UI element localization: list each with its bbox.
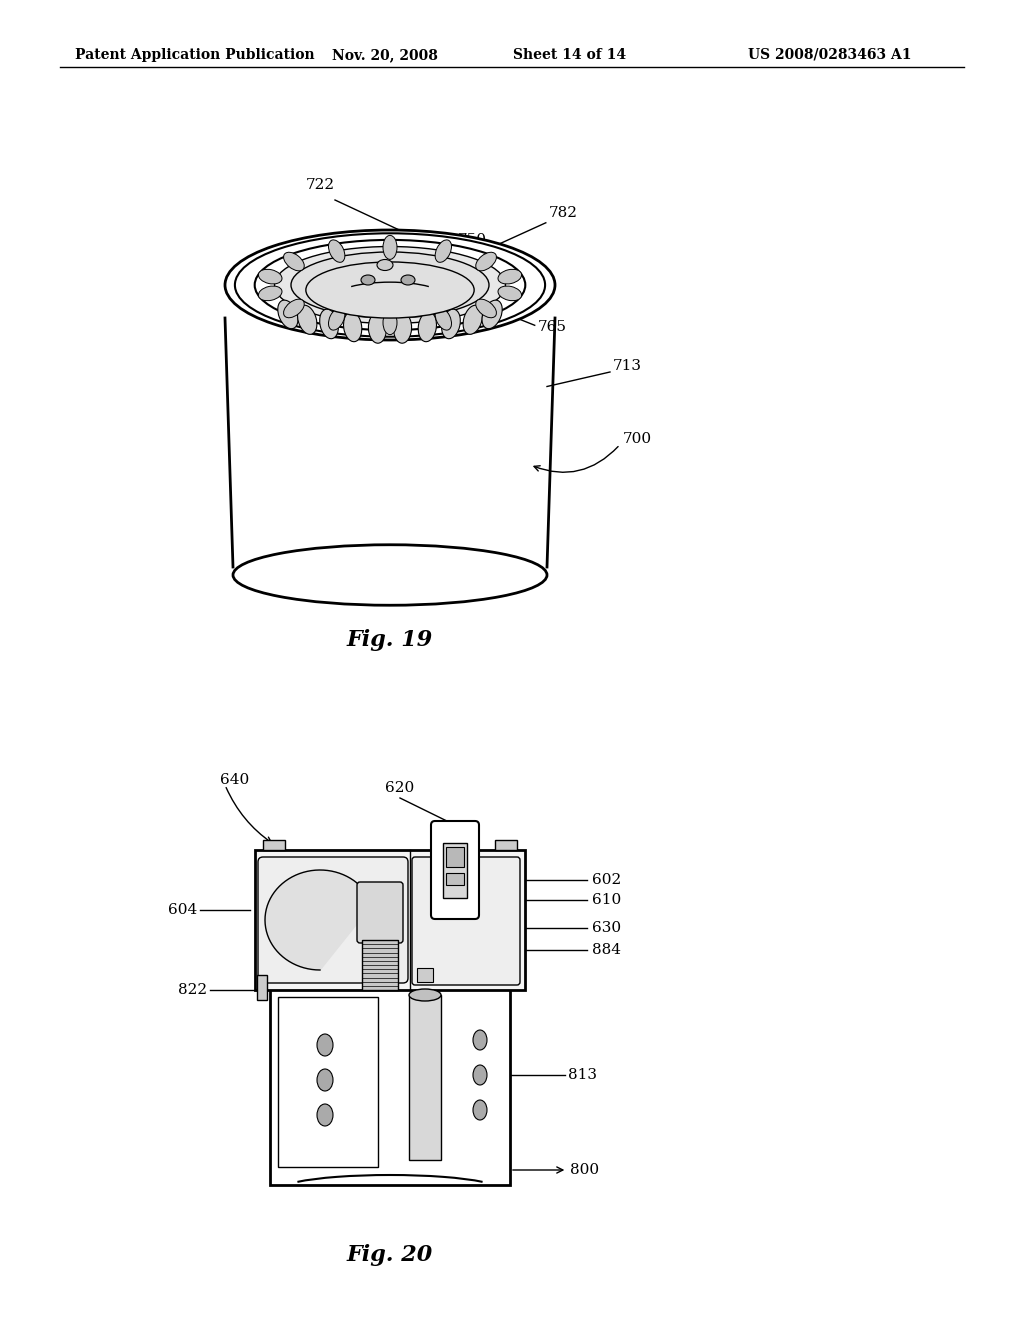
Ellipse shape xyxy=(401,275,415,285)
Ellipse shape xyxy=(317,1069,333,1092)
FancyBboxPatch shape xyxy=(278,997,378,1167)
Text: 700: 700 xyxy=(623,432,652,446)
Ellipse shape xyxy=(418,312,436,342)
Text: Fig. 20: Fig. 20 xyxy=(347,1243,433,1266)
Ellipse shape xyxy=(284,252,304,271)
Text: 630: 630 xyxy=(592,921,622,935)
Ellipse shape xyxy=(476,300,497,318)
Text: Patent Application Publication: Patent Application Publication xyxy=(75,48,314,62)
Text: 800: 800 xyxy=(513,1163,599,1177)
Ellipse shape xyxy=(329,240,345,263)
Text: 620: 620 xyxy=(385,781,415,795)
Text: Nov. 20, 2008: Nov. 20, 2008 xyxy=(332,48,438,62)
FancyBboxPatch shape xyxy=(431,821,479,919)
Ellipse shape xyxy=(498,286,521,301)
Ellipse shape xyxy=(319,309,338,339)
Text: 815: 815 xyxy=(346,1008,375,1022)
Ellipse shape xyxy=(409,989,441,1001)
Text: 765: 765 xyxy=(538,321,566,334)
Ellipse shape xyxy=(369,313,386,343)
Ellipse shape xyxy=(473,1065,487,1085)
Text: 604: 604 xyxy=(168,903,197,917)
Text: 884: 884 xyxy=(592,942,621,957)
Text: 722: 722 xyxy=(305,178,335,191)
Ellipse shape xyxy=(291,252,489,318)
Ellipse shape xyxy=(498,269,521,284)
Ellipse shape xyxy=(274,247,506,323)
FancyBboxPatch shape xyxy=(495,840,517,850)
Ellipse shape xyxy=(473,1100,487,1119)
Text: 822: 822 xyxy=(178,983,207,997)
Ellipse shape xyxy=(463,305,482,334)
Ellipse shape xyxy=(383,235,397,260)
FancyBboxPatch shape xyxy=(446,873,464,884)
FancyBboxPatch shape xyxy=(409,995,441,1160)
Ellipse shape xyxy=(441,309,461,339)
FancyBboxPatch shape xyxy=(263,840,285,850)
FancyBboxPatch shape xyxy=(417,968,433,982)
Text: 640: 640 xyxy=(220,774,249,787)
Text: 813: 813 xyxy=(568,1068,597,1082)
FancyBboxPatch shape xyxy=(412,857,520,985)
Ellipse shape xyxy=(343,312,361,342)
Text: 610: 610 xyxy=(592,894,622,907)
Ellipse shape xyxy=(255,240,525,330)
Ellipse shape xyxy=(476,252,497,271)
Ellipse shape xyxy=(329,308,345,330)
Ellipse shape xyxy=(435,240,452,263)
Ellipse shape xyxy=(258,269,282,284)
Ellipse shape xyxy=(482,300,502,329)
Text: 835: 835 xyxy=(283,1107,312,1122)
Text: US 2008/0283463 A1: US 2008/0283463 A1 xyxy=(749,48,911,62)
Text: 840: 840 xyxy=(283,1073,312,1086)
Text: 825: 825 xyxy=(288,1008,317,1022)
Ellipse shape xyxy=(317,1104,333,1126)
FancyBboxPatch shape xyxy=(357,882,403,942)
FancyBboxPatch shape xyxy=(258,857,408,983)
Ellipse shape xyxy=(278,300,298,329)
Ellipse shape xyxy=(377,260,393,271)
FancyBboxPatch shape xyxy=(255,850,525,990)
Text: 822: 822 xyxy=(420,1130,450,1144)
FancyBboxPatch shape xyxy=(362,940,398,990)
FancyBboxPatch shape xyxy=(443,843,467,898)
Ellipse shape xyxy=(473,1030,487,1049)
Ellipse shape xyxy=(393,313,412,343)
Text: 622: 622 xyxy=(296,913,325,927)
FancyBboxPatch shape xyxy=(257,975,267,1001)
FancyBboxPatch shape xyxy=(446,847,464,867)
Ellipse shape xyxy=(234,546,545,603)
Polygon shape xyxy=(265,870,373,970)
Ellipse shape xyxy=(306,261,474,318)
Ellipse shape xyxy=(317,1034,333,1056)
Text: 750: 750 xyxy=(458,234,487,247)
FancyBboxPatch shape xyxy=(270,985,510,1185)
Ellipse shape xyxy=(361,275,375,285)
Ellipse shape xyxy=(383,310,397,335)
Polygon shape xyxy=(225,313,555,568)
Ellipse shape xyxy=(225,230,555,341)
Text: 602: 602 xyxy=(592,873,622,887)
Ellipse shape xyxy=(298,305,316,334)
Ellipse shape xyxy=(284,300,304,318)
Text: 782: 782 xyxy=(549,206,578,219)
Text: 713: 713 xyxy=(613,359,642,374)
Ellipse shape xyxy=(435,308,452,330)
Ellipse shape xyxy=(258,286,282,301)
Text: Fig. 19: Fig. 19 xyxy=(347,630,433,651)
Text: Sheet 14 of 14: Sheet 14 of 14 xyxy=(513,48,627,62)
Text: 825: 825 xyxy=(420,1150,449,1164)
Ellipse shape xyxy=(234,234,545,337)
